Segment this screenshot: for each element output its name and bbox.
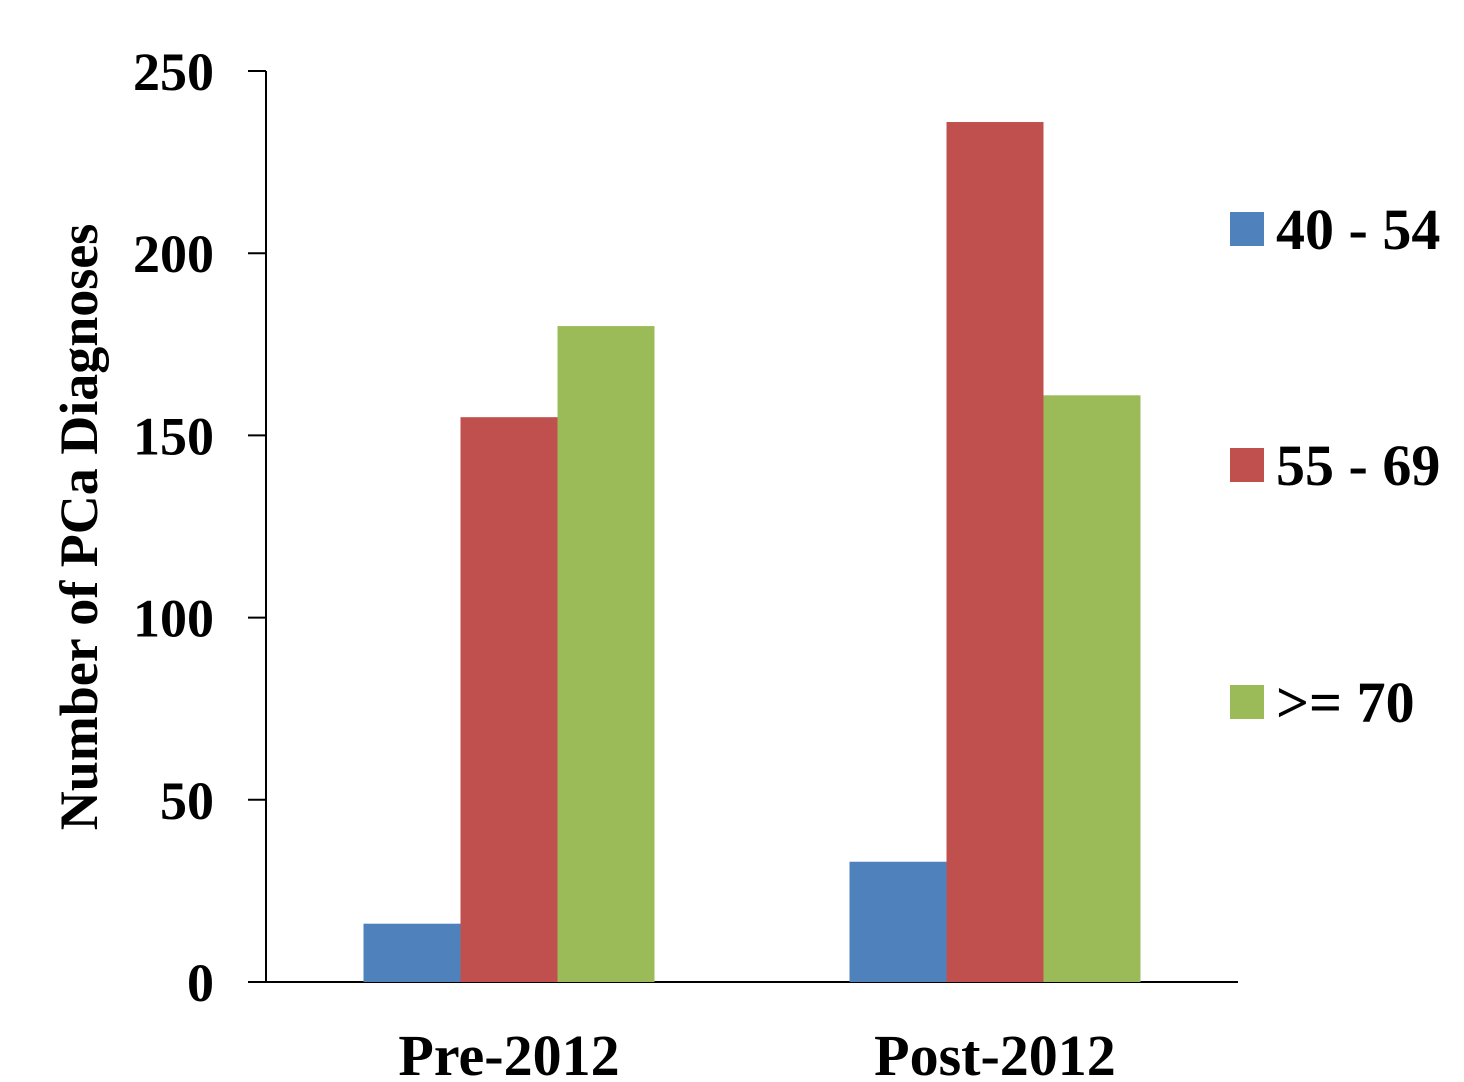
- bar-1-pre-2012: [363, 923, 461, 982]
- y-tick-label: 100: [133, 589, 214, 649]
- bar-3-pre-2012: [557, 326, 655, 983]
- bar-2-pre-2012: [460, 417, 558, 982]
- bar-2-post-2012: [946, 122, 1044, 983]
- y-axis-title: Number of PCa Diagnoses: [49, 224, 109, 831]
- legend-label: >= 70: [1276, 670, 1415, 735]
- bar-3-post-2012: [1043, 395, 1141, 982]
- legend-swatch: [1230, 212, 1264, 246]
- bars: [363, 122, 1141, 983]
- y-tick-label: 150: [133, 406, 214, 466]
- x-category-label: Post-2012: [874, 1023, 1116, 1082]
- legend-swatch: [1230, 448, 1264, 482]
- y-tick-label: 50: [160, 771, 214, 831]
- y-tick-label: 200: [133, 224, 214, 284]
- y-tick-label: 250: [133, 42, 214, 102]
- legend-label: 55 - 69: [1276, 433, 1440, 498]
- y-tick-label: 0: [187, 953, 214, 1013]
- x-category-label: Pre-2012: [398, 1023, 619, 1082]
- legend-swatch: [1230, 685, 1264, 719]
- y-axis: 0 50 100 150 200 250: [133, 42, 267, 1013]
- bar-1-post-2012: [849, 861, 947, 982]
- legend-label: 40 - 54: [1276, 197, 1440, 262]
- x-axis: Pre-2012 Post-2012: [266, 981, 1238, 1082]
- legend: 40 - 54 55 - 69 >= 70: [1230, 197, 1440, 735]
